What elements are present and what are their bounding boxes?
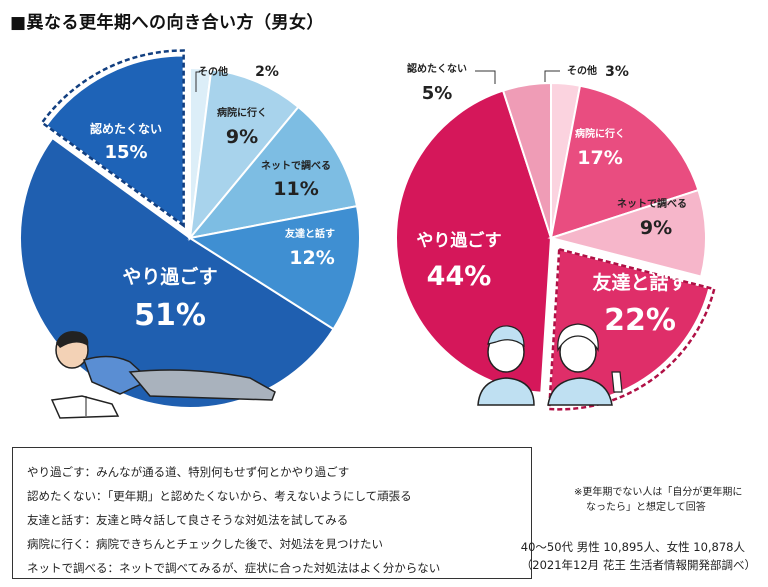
women-illustration bbox=[477, 323, 623, 406]
female-label-byoin-name: 病院に行く bbox=[575, 127, 625, 140]
male-pie bbox=[19, 49, 361, 409]
male-label-sonota-name: その他 bbox=[198, 65, 228, 78]
female-label-sonota-name: その他 bbox=[567, 64, 597, 77]
male-slice-net bbox=[187, 105, 359, 240]
female-labels: やり過ごす 44% 認めたくない 5% その他 3% 病院に行く 17% ネット… bbox=[407, 62, 688, 338]
male-slice-byoin bbox=[188, 68, 300, 242]
male-label-byoin-pct: 9% bbox=[226, 126, 258, 148]
male-sonota-leader bbox=[195, 71, 200, 92]
female-label-yarisugosu-name: やり過ごす bbox=[416, 230, 501, 251]
female-label-mitometakunai-name: 認めたくない bbox=[407, 62, 467, 75]
man-illustration bbox=[50, 331, 276, 419]
female-pie bbox=[395, 81, 716, 411]
legend-box: やり過ごす：みんなが通る道、特別何もせず何とかやり過ごす 認めたくない：「更年期… bbox=[12, 447, 532, 579]
source-line-2: （2021年12月 花王 生活者情報開発部調べ） bbox=[520, 558, 756, 572]
charts-area: やり過ごす 51% 認めたくない 15% その他 2% 病院に行く 9% ネット… bbox=[19, 49, 716, 419]
female-label-net-name: ネットで調べる bbox=[617, 197, 687, 210]
footnote-line-1: ※更年期でない人は「自分が更年期に bbox=[574, 487, 743, 498]
male-label-tomodachi-name: 友達と話す bbox=[285, 227, 335, 240]
male-label-mitometakunai-name: 認めたくない bbox=[90, 121, 162, 136]
male-slice-tomodachi bbox=[187, 204, 361, 331]
female-label-tomodachi-name: 友達と話す bbox=[592, 271, 687, 294]
female-sonota-leader bbox=[544, 70, 560, 82]
male-label-tomodachi-pct: 12% bbox=[289, 247, 334, 269]
female-label-yarisugosu-pct: 44% bbox=[427, 261, 492, 292]
male-labels: やり過ごす 51% 認めたくない 15% その他 2% 病院に行く 9% ネット… bbox=[90, 64, 335, 333]
male-label-mitometakunai-pct: 15% bbox=[104, 142, 147, 163]
male-label-byoin-name: 病院に行く bbox=[217, 106, 267, 119]
legend-row-yarisugosu: やり過ごす：みんなが通る道、特別何もせず何とかやり過ごす bbox=[27, 465, 350, 479]
footnote-line-2: なったら」と想定して回答 bbox=[586, 502, 706, 513]
female-label-net-pct: 9% bbox=[640, 217, 672, 239]
male-label-net-name: ネットで調べる bbox=[261, 159, 331, 172]
female-label-tomodachi-pct: 22% bbox=[604, 303, 676, 338]
male-slice-mitometakunai bbox=[44, 54, 185, 228]
female-label-byoin-pct: 17% bbox=[577, 147, 622, 169]
legend-row-mitometakunai: 認めたくない：「更年期」と認めたくないから、考えないようにして頑張る bbox=[27, 489, 412, 503]
male-label-yarisugosu-pct: 51% bbox=[134, 298, 206, 333]
page-title: ■異なる更年期への向き合い方（男女） bbox=[10, 13, 325, 33]
female-slice-yarisugosu bbox=[395, 89, 553, 394]
legend-row-byoin: 病院に行く：病院できちんとチェックした後で、対処法を見つけたい bbox=[27, 537, 384, 551]
legend-row-tomodachi: 友達と話す：友達と時々話して良さそうな対処法を試してみる bbox=[27, 513, 349, 527]
female-label-mitometakunai-pct: 5% bbox=[422, 83, 453, 104]
female-slice-net bbox=[547, 188, 707, 278]
male-label-net-pct: 11% bbox=[273, 178, 318, 200]
source-line-1: 40〜50代 男性 10,895人、女性 10,878人 bbox=[520, 540, 745, 554]
footnote: ※更年期でない人は「自分が更年期に なったら」と想定して回答 bbox=[574, 485, 764, 515]
male-label-yarisugosu-name: やり過ごす bbox=[122, 265, 217, 288]
male-label-sonota-pct: 2% bbox=[255, 64, 279, 80]
legend-row-net: ネットで調べる：ネットで調べてみるが、症状に合った対処法はよく分からない bbox=[27, 561, 441, 575]
female-label-sonota-pct: 3% bbox=[605, 64, 629, 80]
female-slice-byoin bbox=[549, 84, 700, 240]
female-mitometakunai-leader bbox=[475, 70, 496, 84]
male-highlight-outline bbox=[40, 49, 185, 228]
leader-lines bbox=[195, 70, 560, 92]
source-note: 40〜50代 男性 10,895人、女性 10,878人 （2021年12月 花… bbox=[521, 538, 756, 574]
